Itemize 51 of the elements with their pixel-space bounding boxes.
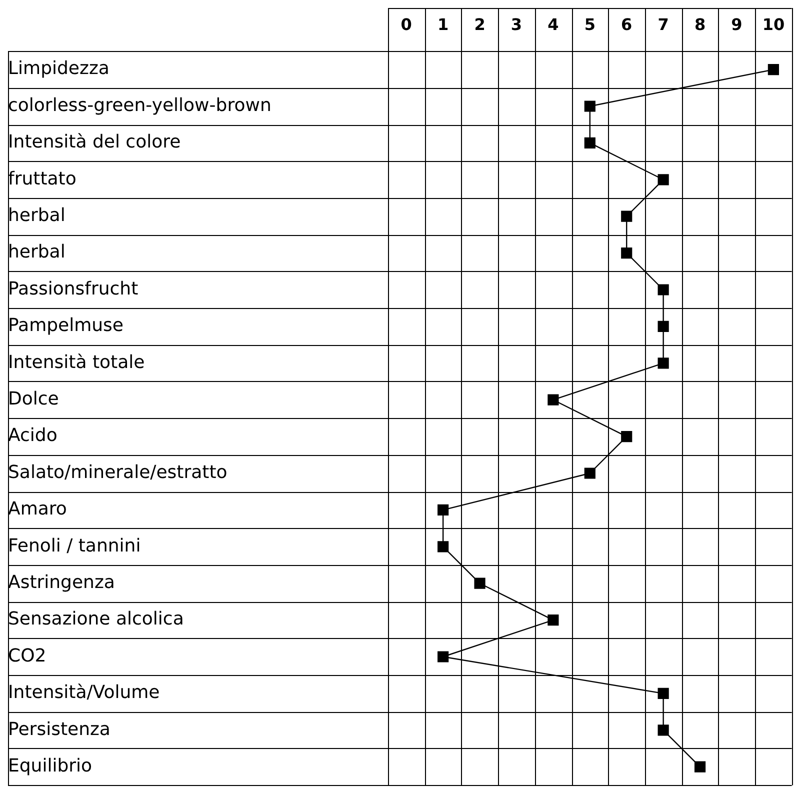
y-tick-label: Fenoli / tannini <box>8 535 141 556</box>
y-tick-label: Dolce <box>8 388 59 410</box>
point <box>584 100 596 112</box>
y-tick-label: Limpidezza <box>8 58 110 80</box>
y-tick-label: Intensità/Volume <box>8 682 160 704</box>
y-tick-label: colorless-green-yellow-brown <box>8 94 272 116</box>
point <box>658 688 669 699</box>
y-tick-label: Acido <box>8 425 58 446</box>
y-tick-label: Amaro <box>8 498 67 520</box>
y-tick-label: herbal <box>8 205 66 226</box>
y-tick-label: Pampelmuse <box>8 315 124 336</box>
x-tick-label: 3 <box>510 14 522 34</box>
point <box>438 541 449 552</box>
y-tick-label: Sensazione alcolica <box>8 608 184 630</box>
y-tick-label: herbal <box>8 242 66 263</box>
point <box>438 504 449 516</box>
x-tick-label: 2 <box>474 14 486 34</box>
point <box>694 761 706 772</box>
y-tick-label: Astringenza <box>8 572 115 594</box>
point <box>474 578 486 589</box>
y-tick-label: Intensità del colore <box>8 132 181 153</box>
y-tick-label: Equilibrio <box>8 756 92 777</box>
point <box>658 358 669 369</box>
point <box>768 64 779 76</box>
point <box>621 431 632 442</box>
x-tick-label: 8 <box>694 14 706 34</box>
y-tick-label: CO2 <box>8 645 46 666</box>
point <box>548 614 559 626</box>
x-tick-label: 4 <box>548 14 559 34</box>
x-tick-label: 0 <box>400 14 412 34</box>
point <box>584 137 596 148</box>
point <box>621 210 632 222</box>
y-tick-label: Passionsfrucht <box>8 278 138 300</box>
point <box>658 174 669 186</box>
y-tick-label: Intensità totale <box>8 352 145 373</box>
point <box>658 724 669 736</box>
point <box>621 248 632 259</box>
point <box>548 394 559 406</box>
x-tick-label: 1 <box>437 14 449 34</box>
point <box>658 284 669 296</box>
point <box>584 468 596 479</box>
point <box>658 320 669 332</box>
y-tick-label: Salato/minerale/estratto <box>8 462 228 483</box>
y-tick-label: fruttato <box>8 168 76 190</box>
x-tick-label: 6 <box>621 14 632 34</box>
point <box>438 651 449 662</box>
x-tick-label: 10 <box>762 14 785 34</box>
y-tick-label: Persistenza <box>8 718 110 740</box>
x-tick-label: 5 <box>584 14 596 34</box>
x-tick-label: 9 <box>731 14 742 34</box>
x-tick-label: 7 <box>658 14 669 34</box>
